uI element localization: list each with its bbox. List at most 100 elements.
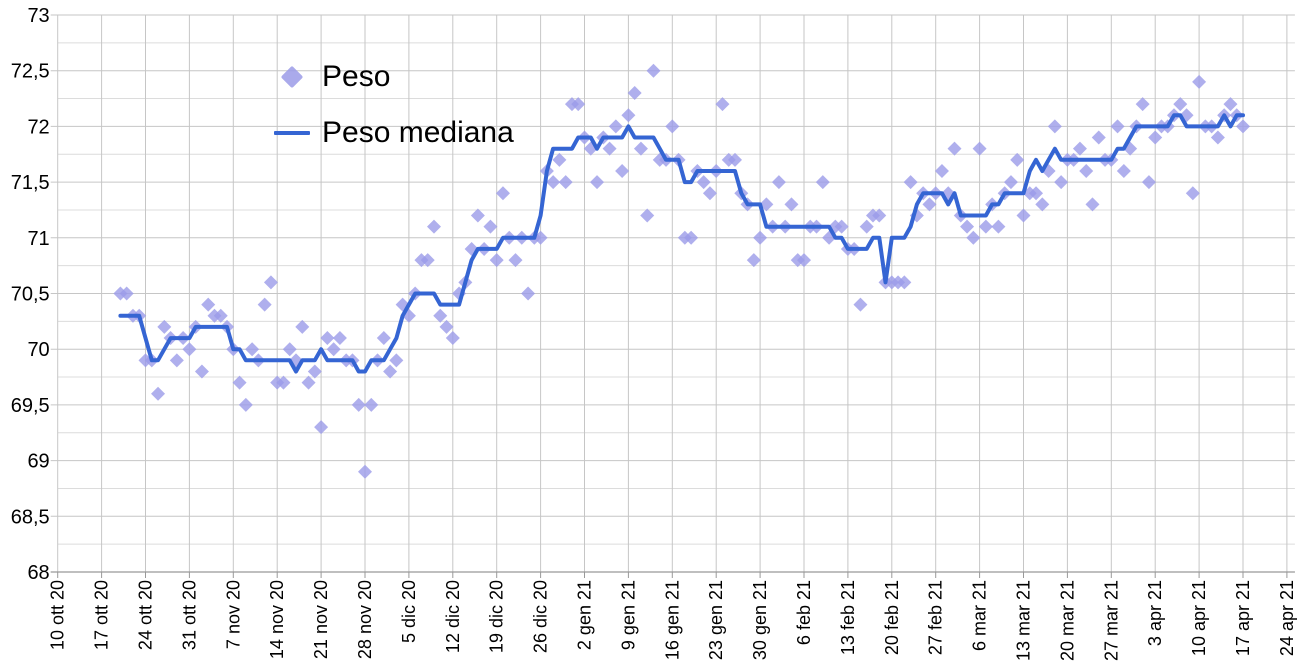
x-tick-label: 10 apr 21 — [1189, 580, 1209, 656]
peso-data-point — [728, 152, 743, 167]
peso-data-point — [314, 420, 329, 435]
peso-data-point — [1173, 97, 1188, 112]
peso-data-point — [797, 253, 811, 268]
peso-data-point — [263, 275, 278, 290]
peso-data-point — [978, 219, 993, 234]
peso-data-point — [640, 208, 655, 223]
peso-data-point — [383, 364, 398, 379]
peso-data-point — [1047, 119, 1062, 134]
peso-data-point — [1223, 97, 1238, 112]
peso-data-point — [307, 364, 322, 379]
x-tick-label: 16 gen 21 — [662, 580, 682, 660]
x-axis-labels: 10 ott 20 17 ott 20 24 ott 20 31 ott 20 7 no… — [48, 580, 1297, 661]
peso-data-point — [1010, 152, 1025, 167]
peso-data-point — [1016, 208, 1031, 223]
peso-data-point — [1236, 119, 1250, 134]
peso-data-point — [615, 163, 630, 178]
peso-data-point — [966, 230, 981, 245]
peso-data-point — [1029, 186, 1044, 201]
peso-data-point — [151, 386, 166, 401]
peso-data-point — [245, 342, 260, 357]
mediana-line-icon — [270, 131, 314, 135]
peso-data-point — [433, 308, 448, 323]
y-tick-label: 70,5 — [11, 284, 50, 306]
x-tick-label: 3 apr 21 — [1145, 580, 1165, 646]
x-tick-label: 14 nov 20 — [267, 580, 287, 659]
peso-data-point — [815, 175, 830, 190]
peso-data-point — [1035, 197, 1050, 212]
legend-item-peso-mediana: Peso mediana — [270, 110, 514, 156]
x-tick-label: 30 gen 21 — [750, 580, 770, 660]
peso-data-point — [960, 219, 975, 234]
peso-data-point — [376, 331, 391, 346]
peso-data-point — [276, 375, 291, 390]
x-tick-label: 5 dic 20 — [399, 580, 419, 643]
legend: Peso Peso mediana — [270, 54, 514, 156]
peso-data-point — [872, 208, 887, 223]
x-tick-label: 19 dic 20 — [487, 580, 507, 653]
x-tick-label: 31 ott 20 — [179, 580, 199, 650]
gridlines — [50, 14, 1295, 578]
y-tick-label: 71 — [27, 228, 49, 250]
peso-data-point — [621, 108, 636, 123]
peso-data-point — [232, 375, 247, 390]
peso-data-point — [119, 286, 134, 301]
peso-data-point — [571, 97, 586, 112]
peso-data-point — [1141, 175, 1156, 190]
peso-data-point — [972, 141, 987, 156]
peso-data-point — [320, 331, 335, 346]
peso-data-point — [389, 353, 404, 368]
peso-data-point — [1085, 197, 1100, 212]
legend-label-peso: Peso — [322, 60, 391, 93]
peso-data-point — [182, 342, 197, 357]
peso-data-point — [897, 275, 912, 290]
peso-data-point — [445, 331, 460, 346]
peso-data-point — [351, 397, 366, 412]
peso-data-point — [1091, 130, 1106, 145]
x-tick-label: 20 mar 21 — [1057, 580, 1077, 661]
peso-data-point — [508, 253, 523, 268]
x-tick-label: 20 feb 21 — [882, 580, 902, 655]
x-tick-label: 26 dic 20 — [531, 580, 551, 653]
x-tick-label: 13 feb 21 — [838, 580, 858, 655]
y-tick-label: 69,5 — [11, 395, 50, 417]
peso-data-point — [439, 319, 454, 334]
y-axis-labels: 68 68,5 69 69,5 70 70,5 71 71,5 72 72,5 73 — [11, 5, 50, 584]
peso-data-point — [627, 85, 642, 100]
peso-data-point — [702, 186, 717, 201]
y-tick-label: 72 — [27, 116, 49, 138]
peso-data-point — [1148, 130, 1163, 145]
peso-data-point — [1135, 97, 1150, 112]
x-tick-label: 24 apr 21 — [1277, 580, 1297, 656]
peso-data-point — [1192, 74, 1207, 89]
x-tick-label: 12 dic 20 — [443, 580, 463, 653]
peso-data-point — [301, 375, 316, 390]
y-tick-label: 68 — [27, 562, 49, 584]
peso-data-point — [903, 175, 918, 190]
peso-mediana-line — [118, 113, 1245, 374]
peso-data-point — [169, 353, 184, 368]
peso-data-point — [420, 253, 435, 268]
x-tick-label: 21 nov 20 — [311, 580, 331, 659]
peso-data-point — [470, 208, 485, 223]
peso-data-point — [934, 163, 949, 178]
peso-data-point — [1079, 163, 1094, 178]
y-tick-label: 69 — [27, 451, 49, 473]
peso-data-point — [295, 319, 310, 334]
peso-data-point — [602, 141, 617, 156]
peso-diamond-icon — [270, 65, 314, 89]
y-tick-label: 70 — [27, 339, 49, 361]
peso-data-point — [947, 141, 962, 156]
x-tick-label: 17 ott 20 — [92, 580, 112, 650]
peso-scatter-points — [113, 63, 1250, 479]
peso-data-point — [358, 464, 372, 479]
x-tick-label: 17 apr 21 — [1233, 580, 1253, 656]
peso-data-point — [483, 219, 498, 234]
peso-data-point — [282, 342, 297, 357]
peso-data-point — [257, 297, 272, 312]
peso-data-point — [157, 319, 172, 334]
peso-data-point — [201, 297, 216, 312]
peso-data-point — [426, 219, 441, 234]
peso-data-point — [1116, 163, 1131, 178]
peso-data-point — [558, 175, 573, 190]
